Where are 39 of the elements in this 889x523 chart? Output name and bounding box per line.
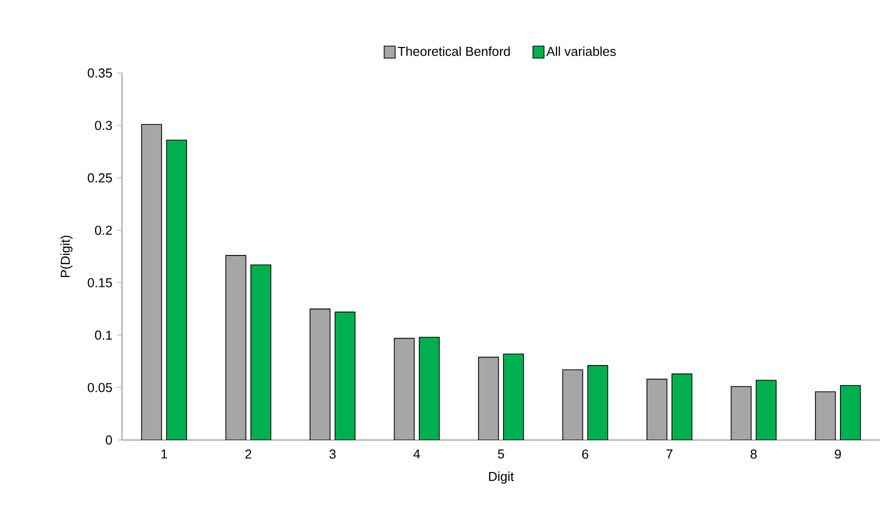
- y-tick-label: 0.3: [94, 120, 112, 130]
- y-tick-label: 0.15: [88, 278, 112, 288]
- y-tick-label: 0.1: [94, 330, 112, 340]
- bar: [418, 336, 440, 440]
- x-tick-label: 1: [161, 450, 168, 458]
- bar: [250, 264, 272, 440]
- bar: [646, 378, 668, 440]
- x-tick-label: 2: [245, 450, 252, 459]
- x-tick-label: 5: [498, 450, 504, 459]
- legend-label: Theoretical Benford: [398, 46, 510, 56]
- bar: [503, 354, 524, 440]
- bar: [394, 338, 415, 440]
- y-axis-title: P(Digit): [60, 236, 72, 278]
- bar: [166, 140, 188, 440]
- y-tick-label: 0.05: [88, 382, 112, 392]
- bar: [141, 124, 162, 440]
- bar: [334, 312, 356, 440]
- x-axis-title: Digit: [489, 472, 514, 484]
- bar: [840, 385, 861, 440]
- x-tick-label: 6: [582, 450, 588, 459]
- bar: [478, 356, 499, 440]
- x-tick-label: 8: [750, 450, 757, 459]
- x-tick-label: 3: [329, 450, 336, 459]
- bar: [310, 308, 330, 440]
- bar: [814, 391, 836, 440]
- x-tick-label: 9: [834, 450, 841, 459]
- bar: [730, 386, 752, 440]
- y-tick-label: 0.2: [94, 226, 112, 235]
- y-tick-label: 0.25: [88, 173, 112, 182]
- x-tick-label: 7: [666, 450, 672, 458]
- bar: [672, 374, 692, 440]
- x-tick-label: 4: [413, 450, 420, 458]
- y-tick-label: 0.35: [88, 68, 112, 78]
- y-tick-label: 0: [106, 435, 112, 445]
- bar: [587, 365, 608, 440]
- legend-label: All variables: [546, 46, 616, 56]
- bar: [225, 255, 246, 440]
- bar: [562, 369, 584, 440]
- bar: [756, 380, 777, 440]
